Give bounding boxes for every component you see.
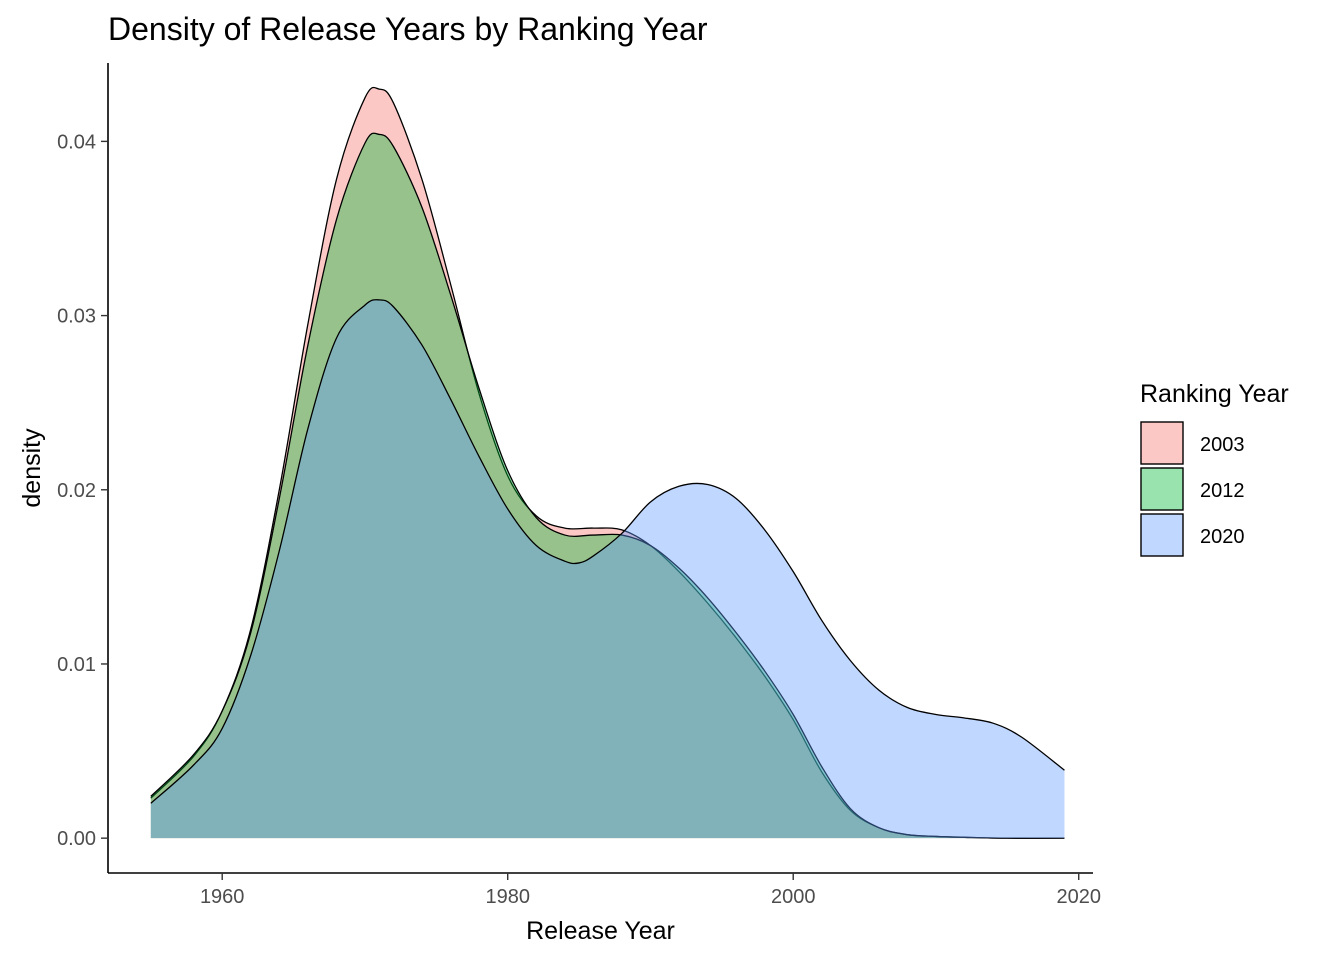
y-axis-label: density: [18, 428, 46, 508]
density-outline-2012: [150, 132, 1065, 839]
x-axis-label: Release Year: [526, 917, 675, 945]
density-outline-2003: [150, 86, 1065, 839]
legend-key-bg: [1141, 422, 1183, 464]
legend-key-2003: [1140, 421, 1184, 465]
legend-title: Ranking Year: [1140, 380, 1289, 408]
y-tick-label: 0.00: [57, 828, 96, 850]
axis-layer: 0.00 0.01 0.02 0.03 0.04 1960 1980 2000 2020: [57, 63, 1101, 908]
y-tick-label: 0.02: [57, 480, 96, 502]
y-tick-label: 0.03: [57, 306, 96, 328]
y-tick-label: 0.01: [57, 654, 96, 676]
density-outline-2020: [150, 299, 1065, 804]
density-area-2012: [150, 133, 1065, 839]
legend-key-2020: [1140, 513, 1184, 557]
legend-label-2020: 2020: [1200, 526, 1245, 548]
legend-label-2003: 2003: [1200, 434, 1245, 456]
x-tick-label: 1960: [200, 886, 245, 908]
legend: Ranking Year 2003 2012 2020: [1140, 380, 1289, 557]
series-layer: [150, 86, 1065, 839]
y-tick-label: 0.04: [57, 131, 96, 153]
density-area-2003: [150, 87, 1065, 839]
legend-key-bg: [1141, 468, 1183, 510]
x-tick-label: 2000: [771, 886, 816, 908]
legend-key-bg: [1141, 514, 1183, 556]
x-tick-label: 2020: [1056, 886, 1101, 908]
legend-label-2012: 2012: [1200, 480, 1245, 502]
x-tick-label: 1980: [485, 886, 530, 908]
legend-key-2012: [1140, 467, 1184, 511]
chart-title: Density of Release Years by Ranking Year: [108, 11, 708, 47]
density-area-2020: [150, 299, 1065, 839]
